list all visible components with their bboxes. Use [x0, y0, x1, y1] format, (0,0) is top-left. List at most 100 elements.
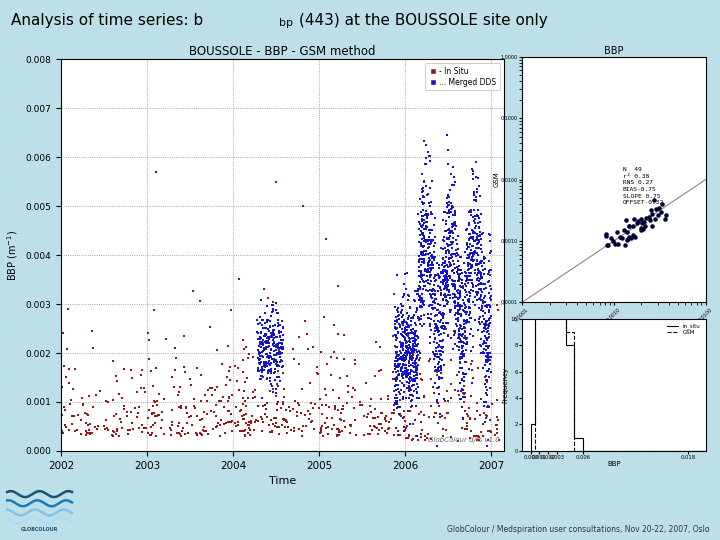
Point	[442, 234, 454, 243]
Point	[390, 361, 401, 370]
Point	[451, 248, 463, 257]
Point	[410, 384, 422, 393]
Point	[401, 319, 413, 328]
Point	[408, 295, 420, 304]
Point	[198, 427, 210, 435]
Point	[396, 319, 408, 327]
Point	[443, 200, 454, 209]
Point	[463, 364, 474, 373]
Point	[408, 330, 420, 339]
Point	[412, 333, 423, 341]
Point	[438, 293, 450, 301]
Point	[261, 339, 272, 347]
Point	[401, 326, 413, 334]
Point	[238, 415, 250, 423]
Point	[427, 347, 438, 356]
Point	[472, 230, 483, 239]
Point	[81, 410, 93, 418]
Point	[458, 382, 469, 391]
Point	[423, 243, 435, 252]
Point	[272, 343, 284, 352]
Point	[307, 404, 319, 413]
Point	[390, 342, 401, 350]
Point	[600, 230, 612, 238]
Point	[485, 368, 496, 376]
Point	[408, 420, 419, 429]
Point	[397, 368, 409, 377]
Point	[319, 419, 330, 428]
Point	[75, 429, 86, 438]
Point	[472, 244, 484, 253]
Point	[399, 382, 410, 390]
Point	[315, 395, 326, 403]
Point	[409, 334, 420, 343]
Point	[481, 301, 492, 309]
Point	[403, 430, 415, 439]
Point	[418, 310, 430, 319]
Point	[466, 210, 477, 219]
Point	[470, 244, 482, 252]
Point	[485, 237, 496, 246]
Point	[261, 374, 273, 383]
Point	[222, 417, 234, 426]
Point	[482, 326, 494, 335]
Point	[59, 420, 71, 429]
Point	[267, 328, 279, 337]
Point	[405, 302, 416, 311]
Point	[392, 304, 403, 313]
Point	[400, 367, 411, 375]
Point	[402, 434, 414, 442]
Point	[467, 167, 479, 176]
Point	[108, 428, 120, 436]
Point	[481, 376, 492, 384]
Point	[491, 413, 503, 422]
Point	[443, 225, 454, 233]
Point	[271, 350, 283, 359]
Point	[404, 343, 415, 352]
Point	[421, 214, 433, 222]
Point	[463, 261, 474, 269]
Point	[467, 241, 478, 250]
Point	[369, 423, 381, 431]
Point	[60, 422, 71, 431]
Point	[445, 208, 456, 217]
Point	[245, 426, 256, 434]
Point	[416, 170, 428, 179]
Point	[459, 322, 470, 331]
Point	[249, 393, 261, 401]
Point	[418, 247, 430, 255]
Point	[478, 349, 490, 357]
Point	[471, 248, 482, 257]
Point	[145, 431, 157, 440]
Point	[443, 241, 454, 250]
Point	[436, 337, 448, 346]
Point	[423, 240, 434, 248]
Point	[611, 227, 623, 236]
Point	[457, 347, 469, 355]
Point	[392, 311, 404, 320]
Point	[426, 177, 438, 186]
Point	[410, 341, 422, 349]
Point	[482, 335, 493, 344]
Point	[492, 416, 504, 425]
Point	[462, 238, 473, 247]
Point	[424, 271, 436, 279]
Point	[475, 279, 487, 287]
Point	[441, 199, 453, 207]
Point	[407, 351, 418, 360]
Point	[428, 389, 439, 397]
Point	[441, 278, 453, 287]
Point	[446, 203, 457, 212]
Point	[438, 342, 449, 351]
Point	[423, 313, 435, 322]
Point	[428, 253, 440, 261]
Point	[275, 339, 287, 348]
Point	[428, 303, 440, 312]
Point	[387, 368, 399, 377]
Point	[394, 320, 405, 329]
Point	[474, 269, 486, 278]
Point	[473, 222, 485, 231]
Point	[84, 430, 96, 438]
Point	[395, 354, 406, 363]
Point	[435, 366, 446, 375]
